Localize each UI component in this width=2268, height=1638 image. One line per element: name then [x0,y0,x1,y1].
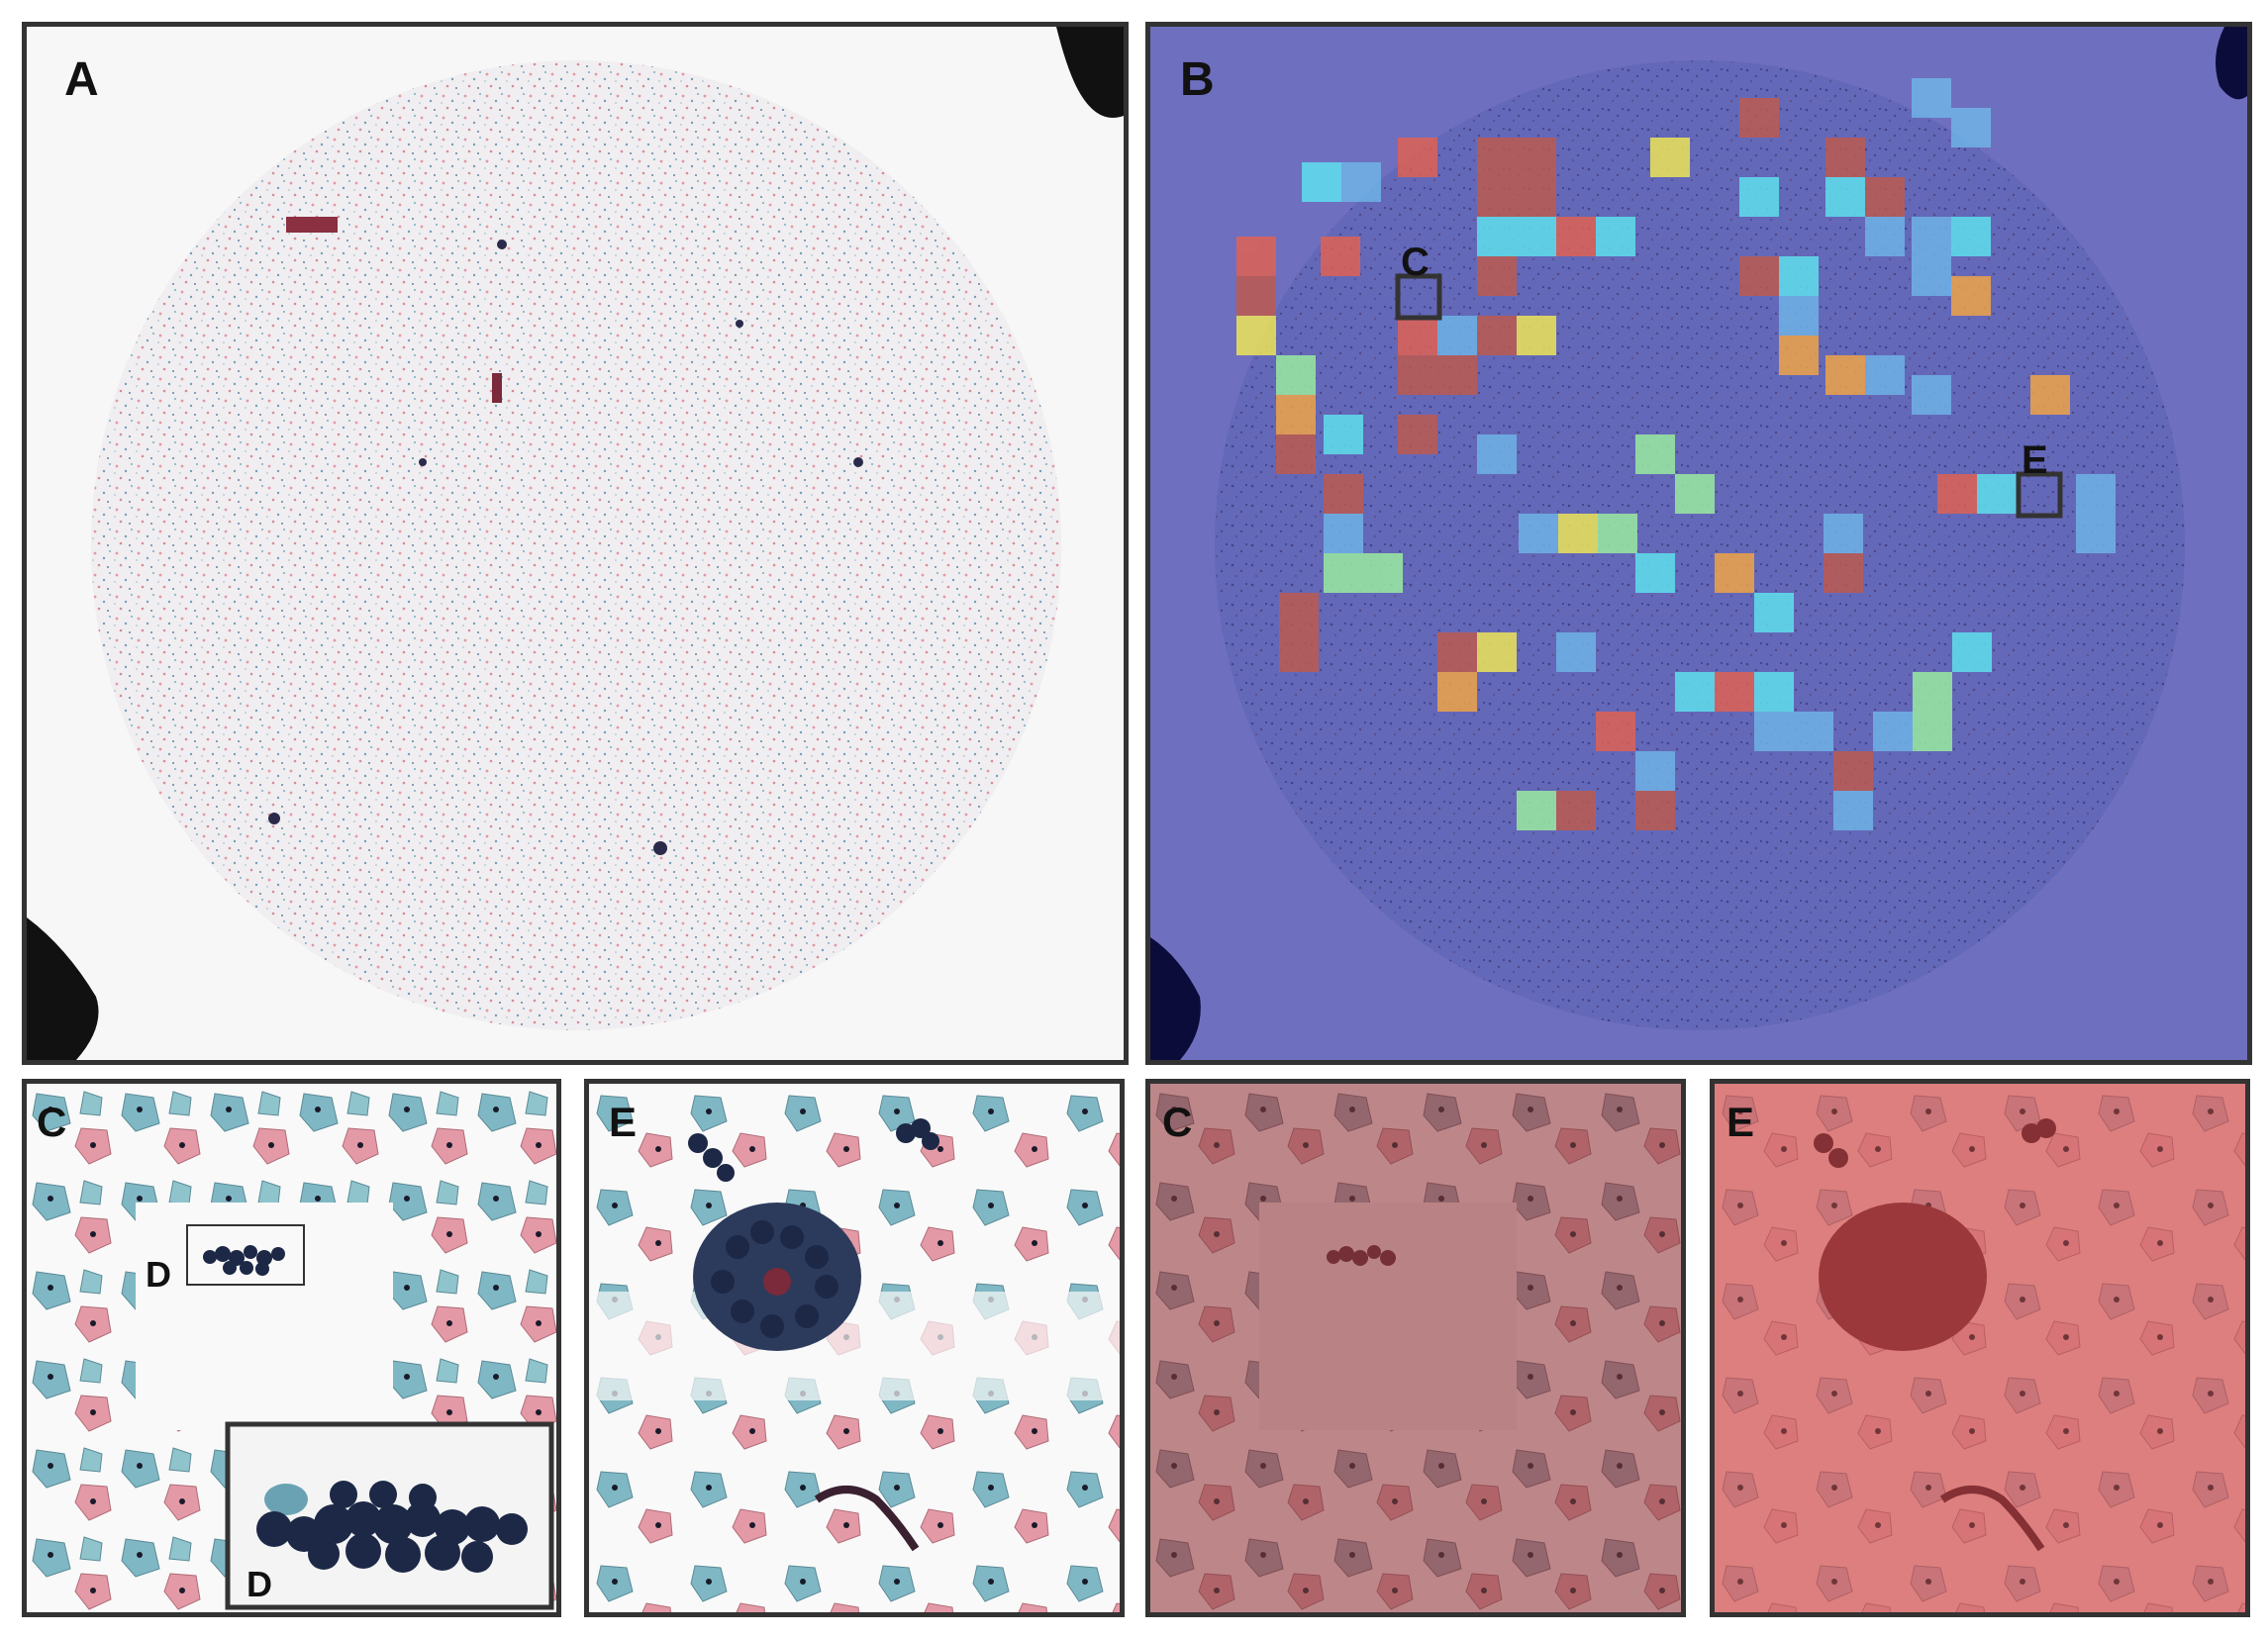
heatmap-corner-top-right [2216,27,2247,100]
slide-corner-top-right [1056,27,1124,118]
attention-tint-c [1150,1084,1681,1612]
attention-image-e [1715,1084,2245,1612]
panel-c: C D D [22,1079,561,1617]
heatmap-tiles [1236,78,2116,830]
inset-label-d: D [247,1564,272,1604]
panel-c-attention: C [1145,1079,1686,1617]
attention-heatmap [1150,27,2247,1060]
panel-b: B [1145,22,2252,1065]
cell-image-e [589,1084,1120,1612]
panel-e-attention: E [1710,1079,2250,1617]
panel-e-label: E [609,1099,638,1145]
cluster-label-d: D [146,1254,171,1295]
cluster-box-d [186,1224,305,1286]
panel-e-attention-label: E [1726,1099,1755,1145]
heatmap-corner-bottom-left [1150,937,1201,1060]
marker-box-e [2016,471,2063,519]
cell-image-c [27,1084,556,1612]
slide-image-a [27,27,1124,1060]
marker-label-c: C [1401,241,1430,284]
marker-label-e: E [2021,438,2048,482]
panel-c-label: C [37,1099,67,1145]
panel-c-attention-label: C [1162,1099,1193,1145]
cell-cluster-e [688,1118,939,1351]
attention-image-c [1150,1084,1681,1612]
inset-cluster [256,1481,528,1573]
slide-corner-bottom-left [27,917,99,1060]
panel-a-label: A [64,53,99,106]
debris-marks [268,217,863,855]
attention-tint-e [1715,1084,2245,1612]
panel-a: A [22,22,1129,1065]
panel-e: E [584,1079,1125,1617]
cluster-d [203,1245,285,1276]
marker-box-c [1395,273,1442,321]
debris-strand-e [814,1486,920,1552]
panel-b-label: B [1180,53,1215,106]
